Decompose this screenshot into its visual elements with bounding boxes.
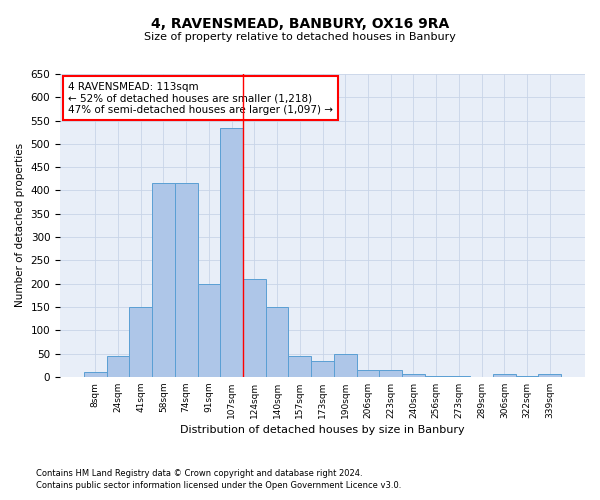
- Y-axis label: Number of detached properties: Number of detached properties: [15, 144, 25, 308]
- Text: Size of property relative to detached houses in Banbury: Size of property relative to detached ho…: [144, 32, 456, 42]
- Bar: [334, 354, 356, 377]
- Bar: [289, 356, 311, 377]
- Bar: [152, 184, 175, 377]
- Bar: [311, 360, 334, 377]
- Text: 4 RAVENSMEAD: 113sqm
← 52% of detached houses are smaller (1,218)
47% of semi-de: 4 RAVENSMEAD: 113sqm ← 52% of detached h…: [68, 82, 333, 115]
- Bar: [197, 284, 220, 377]
- Text: 4, RAVENSMEAD, BANBURY, OX16 9RA: 4, RAVENSMEAD, BANBURY, OX16 9RA: [151, 18, 449, 32]
- Bar: [448, 376, 470, 377]
- Bar: [266, 307, 289, 377]
- Bar: [493, 374, 515, 377]
- Bar: [356, 370, 379, 377]
- Bar: [175, 184, 197, 377]
- Bar: [379, 370, 402, 377]
- Bar: [538, 374, 561, 377]
- Bar: [425, 376, 448, 377]
- Bar: [107, 356, 130, 377]
- Text: Contains public sector information licensed under the Open Government Licence v3: Contains public sector information licen…: [36, 481, 401, 490]
- Bar: [515, 376, 538, 377]
- X-axis label: Distribution of detached houses by size in Banbury: Distribution of detached houses by size …: [180, 425, 465, 435]
- Bar: [220, 128, 243, 377]
- Bar: [402, 374, 425, 377]
- Bar: [243, 279, 266, 377]
- Text: Contains HM Land Registry data © Crown copyright and database right 2024.: Contains HM Land Registry data © Crown c…: [36, 468, 362, 477]
- Bar: [130, 307, 152, 377]
- Bar: [84, 372, 107, 377]
